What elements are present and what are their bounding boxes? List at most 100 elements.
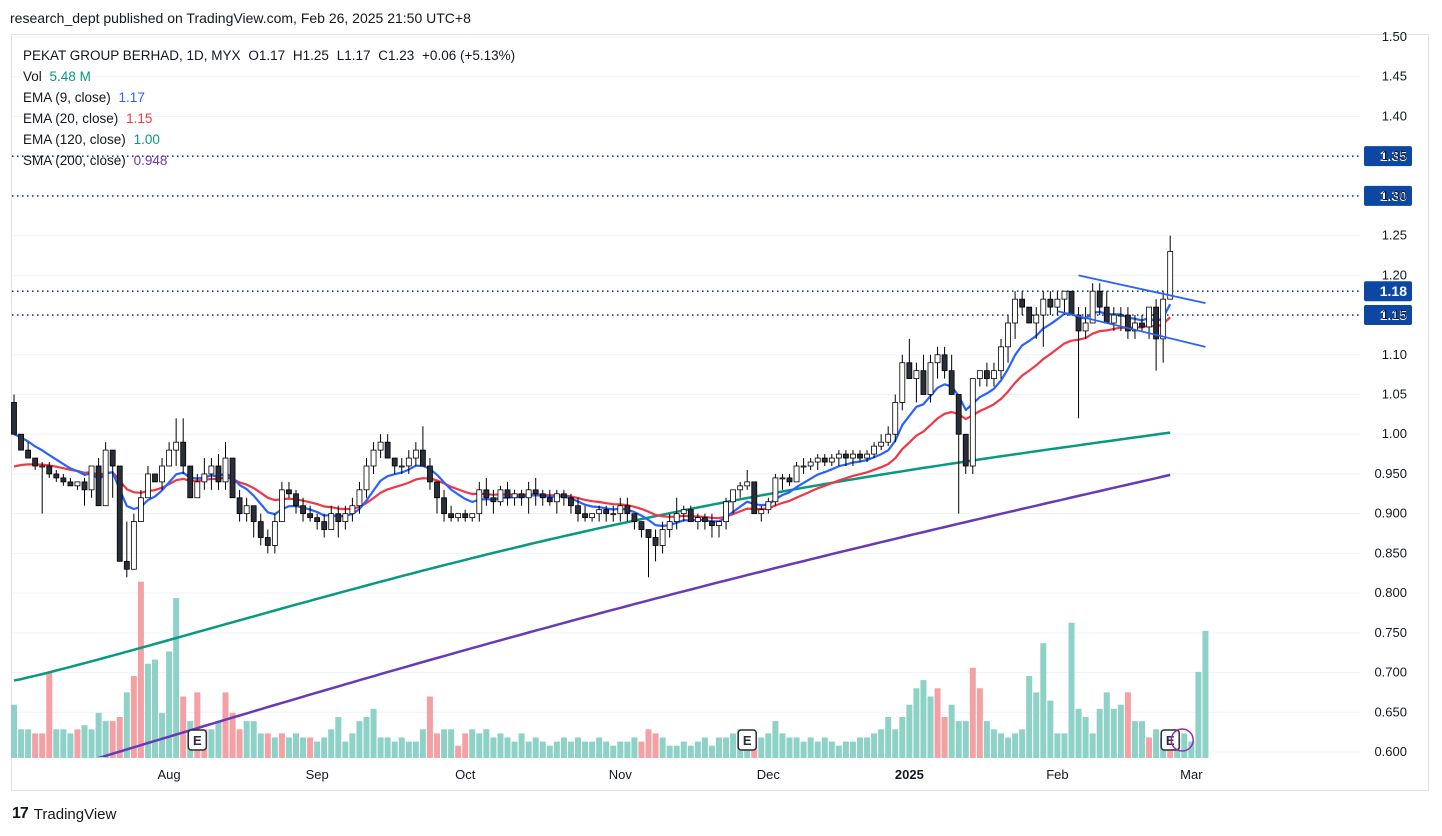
candle-body — [405, 457, 412, 467]
candle-body — [469, 513, 476, 519]
volume-bar — [906, 704, 913, 758]
volume-bar — [539, 741, 546, 758]
volume-bar — [1054, 733, 1061, 758]
volume-bar — [532, 737, 539, 758]
level-label-bg — [1364, 305, 1412, 326]
candle-body — [116, 465, 123, 562]
volume-bar — [300, 737, 307, 758]
legend-volume-row[interactable]: Vol 5.48 M — [23, 66, 515, 87]
volume-bar — [314, 741, 321, 758]
candle-body — [546, 497, 553, 503]
volume-bar — [1153, 729, 1160, 758]
candle-body — [67, 481, 74, 487]
candle-body — [828, 457, 835, 463]
candle-body — [568, 497, 574, 507]
ema20-label: EMA (20, close) — [23, 111, 119, 126]
price-axis[interactable]: 1.50 1.45 1.40 1.35 1.30 1.25 1.20 1.15 1.10 1.05… — [1374, 29, 1407, 759]
volume-bar — [1040, 643, 1047, 758]
candle-body — [1033, 314, 1040, 324]
candle-body — [123, 560, 130, 570]
candle-body — [673, 513, 680, 523]
volume-bar — [694, 741, 701, 758]
volume-bar — [18, 729, 25, 758]
volume-bar — [215, 721, 222, 758]
volume-bar — [976, 688, 983, 758]
candle-body — [74, 481, 81, 487]
price-tick-label: 1.15 — [1382, 307, 1407, 322]
volume-bar — [222, 692, 229, 758]
sma200-line — [97, 473, 1171, 757]
symbol-title[interactable]: PEKAT GROUP BERHAD, 1D, MYX — [23, 48, 241, 63]
volume-bar — [617, 741, 624, 758]
candle-body — [427, 465, 433, 483]
candle-body — [984, 370, 990, 380]
volume-bar — [349, 733, 356, 758]
volume-bar — [1082, 717, 1089, 758]
volume-bar — [934, 688, 941, 758]
time-axis[interactable]: Aug Sep Oct Nov Dec 2025 Feb Mar — [158, 767, 1204, 782]
price-tick-label: 0.800 — [1374, 585, 1407, 600]
volume-bar — [144, 663, 151, 758]
volume-bar — [229, 712, 236, 758]
candle-body — [25, 449, 32, 459]
volume-bar — [849, 741, 856, 758]
candle-body — [483, 489, 490, 499]
volume-bar — [899, 717, 906, 758]
candle-body — [786, 477, 793, 483]
legend-ema120-row[interactable]: EMA (120, close) 1.00 — [23, 129, 515, 150]
candle-body — [835, 453, 842, 459]
price-tick-label: 0.750 — [1374, 625, 1407, 640]
level-label-bg — [1364, 281, 1412, 302]
candle-body — [159, 465, 165, 483]
volume-bar — [434, 733, 440, 758]
volume-bar — [610, 745, 617, 758]
volume-bar — [793, 737, 800, 758]
volume-bar — [1117, 704, 1124, 758]
volume-bar — [278, 733, 285, 758]
price-tick-label: 0.850 — [1374, 545, 1407, 560]
candle-body — [194, 481, 201, 499]
volume-bar — [398, 737, 405, 758]
candle-body — [709, 521, 715, 526]
legend-ema9-row[interactable]: EMA (9, close) 1.17 — [23, 87, 515, 108]
earnings-marker-label: E — [743, 733, 752, 748]
volume-bar — [842, 741, 849, 758]
candle-body — [342, 513, 349, 523]
volume-bar — [983, 721, 990, 758]
candle-body — [448, 513, 455, 519]
candle-body — [293, 493, 299, 507]
volume-bar — [772, 721, 779, 758]
volume-bar — [864, 737, 871, 758]
legend-sma200-row[interactable]: SMA (200, close) 0.948 — [23, 150, 515, 171]
candle-body — [800, 465, 807, 468]
candle-body — [441, 497, 447, 515]
price-tick-label: 1.40 — [1382, 108, 1407, 123]
candle-body — [821, 457, 828, 463]
tradingview-brand[interactable]: 17 TradingView — [12, 805, 116, 823]
candle-body — [878, 441, 885, 447]
volume-bar — [419, 729, 426, 758]
time-tick-label: Aug — [158, 767, 181, 782]
volume-bar — [1124, 692, 1131, 758]
change-value: +0.06 (+5.13%) — [422, 48, 516, 63]
volume-bar — [589, 741, 596, 758]
candle-body — [1047, 298, 1054, 308]
level-label: 1.15 — [1380, 307, 1407, 323]
candle-body — [871, 445, 877, 455]
time-tick-label: Nov — [609, 767, 633, 782]
candle-body — [962, 433, 969, 467]
candle-body — [927, 362, 934, 395]
legend-ema20-row[interactable]: EMA (20, close) 1.15 — [23, 108, 515, 129]
candle-body — [278, 489, 285, 523]
low-value: 1.17 — [344, 48, 371, 63]
candle-body — [398, 465, 405, 468]
candle-body — [349, 505, 356, 515]
candlesticks[interactable] — [11, 235, 1174, 578]
price-tick-label: 0.700 — [1374, 665, 1407, 680]
candle-body — [553, 493, 560, 503]
candle-body — [991, 370, 997, 380]
volume-bar — [1047, 700, 1054, 758]
volume-bar — [680, 741, 687, 758]
